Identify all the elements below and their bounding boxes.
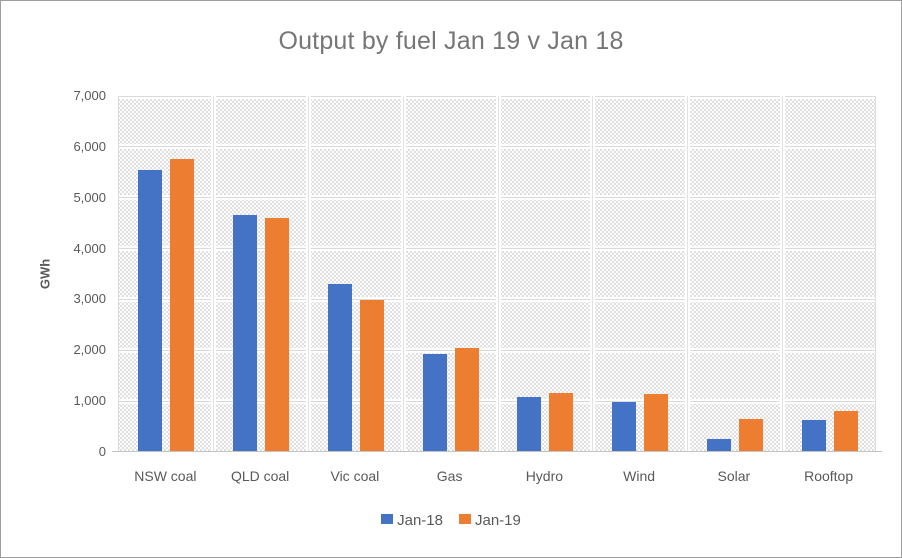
y-tick-label-1000: 1,000 [73,393,106,409]
category-separator [685,96,690,452]
y-tick-label-3000: 3,000 [73,291,106,307]
x-label-hydro: Hydro [525,468,564,484]
bar-jan-19-rooftop [833,411,858,452]
bar-jan-18-solar [706,438,731,452]
legend-swatch-jan-19 [459,514,471,524]
bar-jan-18-vic-coal [327,284,352,452]
bar-jan-18-rooftop [801,420,826,452]
bar-jan-19-nsw-coal [170,159,195,452]
category-separator [400,96,406,452]
x-axis-line [112,451,882,452]
category-separator [779,96,785,452]
y-axis-title: GWh [37,258,53,290]
x-label-gas: Gas [436,468,463,484]
legend: Jan-18 Jan-19 [1,512,901,529]
bar-jan-19-qld-coal [265,218,290,452]
y-tick-label-0: 0 [98,444,106,459]
x-label-rooftop: Rooftop [804,468,854,484]
x-label-qld-coal: QLD coal [230,468,290,484]
x-label-solar: Solar [717,468,751,484]
category-separator [495,96,501,452]
bar-jan-18-qld-coal [233,215,258,452]
x-label-vic-coal: Vic coal [330,468,380,484]
plot-area [118,96,876,452]
y-tick-label-6000: 6,000 [73,138,106,154]
x-label-nsw-coal: NSW coal [134,468,197,484]
x-label-wind: Wind [623,468,656,484]
bar-jan-18-gas [422,353,447,452]
bar-jan-18-nsw-coal [138,169,163,452]
legend-label: Jan-19 [475,512,521,529]
bar-jan-19-solar [738,418,763,452]
y-tick-label-5000: 5,000 [73,189,106,205]
bar-jan-18-hydro [517,397,542,452]
category-separator [306,96,311,452]
bar-jan-18-wind [612,402,637,452]
category-separator [590,96,596,452]
y-tick-label-4000: 4,000 [73,240,106,256]
category-separator [211,96,217,452]
bar-jan-19-hydro [549,393,574,452]
legend-label: Jan-18 [397,512,443,529]
bar-jan-19-wind [644,393,669,452]
y-tick-label-7000: 7,000 [73,88,106,103]
chart-title: Output by fuel Jan 19 v Jan 18 [278,27,624,55]
y-tick-label-2000: 2,000 [73,342,106,358]
bar-jan-19-vic-coal [359,299,384,452]
bar-jan-19-gas [454,348,479,452]
legend-item-jan-19: Jan-19 [459,512,521,529]
legend-swatch-jan-18 [381,514,394,524]
legend-item-jan-18: Jan-18 [381,512,443,529]
